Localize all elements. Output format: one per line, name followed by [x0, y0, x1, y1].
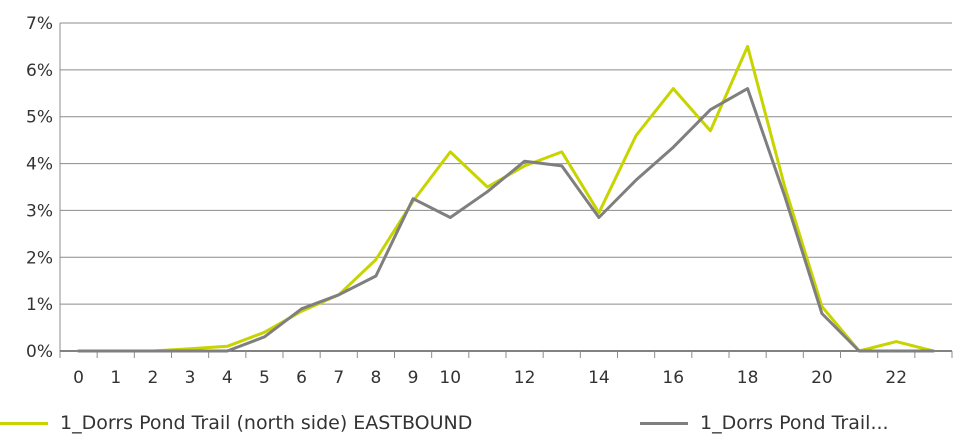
- x-tick-label: 20: [811, 368, 833, 388]
- x-tick-label: 14: [588, 368, 610, 388]
- y-tick-label: 6%: [26, 61, 53, 81]
- legend-swatch-2: [640, 421, 688, 425]
- gridlines: [60, 22, 952, 305]
- y-tick-label: 5%: [26, 108, 53, 128]
- y-tick-label: 3%: [26, 201, 53, 221]
- x-tick-label: 7: [333, 368, 344, 388]
- x-tick-label: 9: [408, 368, 419, 388]
- y-tick-label: 2%: [26, 248, 53, 268]
- x-tick-label: 0: [73, 368, 84, 388]
- legend: 1_Dorrs Pond Trail (north side) EASTBOUN…: [0, 412, 967, 442]
- x-tick-label: 8: [371, 368, 382, 388]
- x-tick-label: 18: [737, 368, 759, 388]
- y-tick-label: 7%: [26, 14, 53, 34]
- x-tick-label: 4: [222, 368, 233, 388]
- x-tick-label: 1: [110, 368, 121, 388]
- x-tick-label: 12: [514, 368, 536, 388]
- line-chart: 0%1%2%3%4%5%6%7% 0 1 2 3 4 5 6 7 8 9 10 12 14 16 18 20 2…: [26, 14, 953, 388]
- y-tick-label: 0%: [26, 342, 53, 362]
- x-tick-label: 10: [439, 368, 461, 388]
- x-tick-label: 5: [259, 368, 270, 388]
- x-tick-label: 22: [885, 368, 907, 388]
- legend-swatch-1: [0, 421, 48, 425]
- y-axis-ticks: 0% 1% 2% 3% 4% 5% 6% 7%: [26, 14, 53, 362]
- series-lines: [77, 44, 935, 353]
- x-tick-label: 6: [296, 368, 307, 388]
- series-line-1: [77, 44, 935, 353]
- legend-item-2[interactable]: 1_Dorrs Pond Trail...: [640, 412, 889, 434]
- x-axis-ticks: 0 1 2 3 4 5 6 7 8 9 10 12 14 16 18 20 22: [59, 351, 953, 388]
- x-tick-label: 16: [662, 368, 684, 388]
- y-tick-label: 4%: [26, 155, 53, 175]
- x-tick-label: 2: [148, 368, 159, 388]
- y-tick-label: 1%: [26, 295, 53, 315]
- series-line-2: [77, 87, 935, 353]
- legend-label-1: 1_Dorrs Pond Trail (north side) EASTBOUN…: [60, 412, 473, 434]
- x-tick-label: 3: [185, 368, 196, 388]
- legend-label-2: 1_Dorrs Pond Trail...: [700, 412, 889, 434]
- legend-item-1[interactable]: 1_Dorrs Pond Trail (north side) EASTBOUN…: [0, 412, 472, 434]
